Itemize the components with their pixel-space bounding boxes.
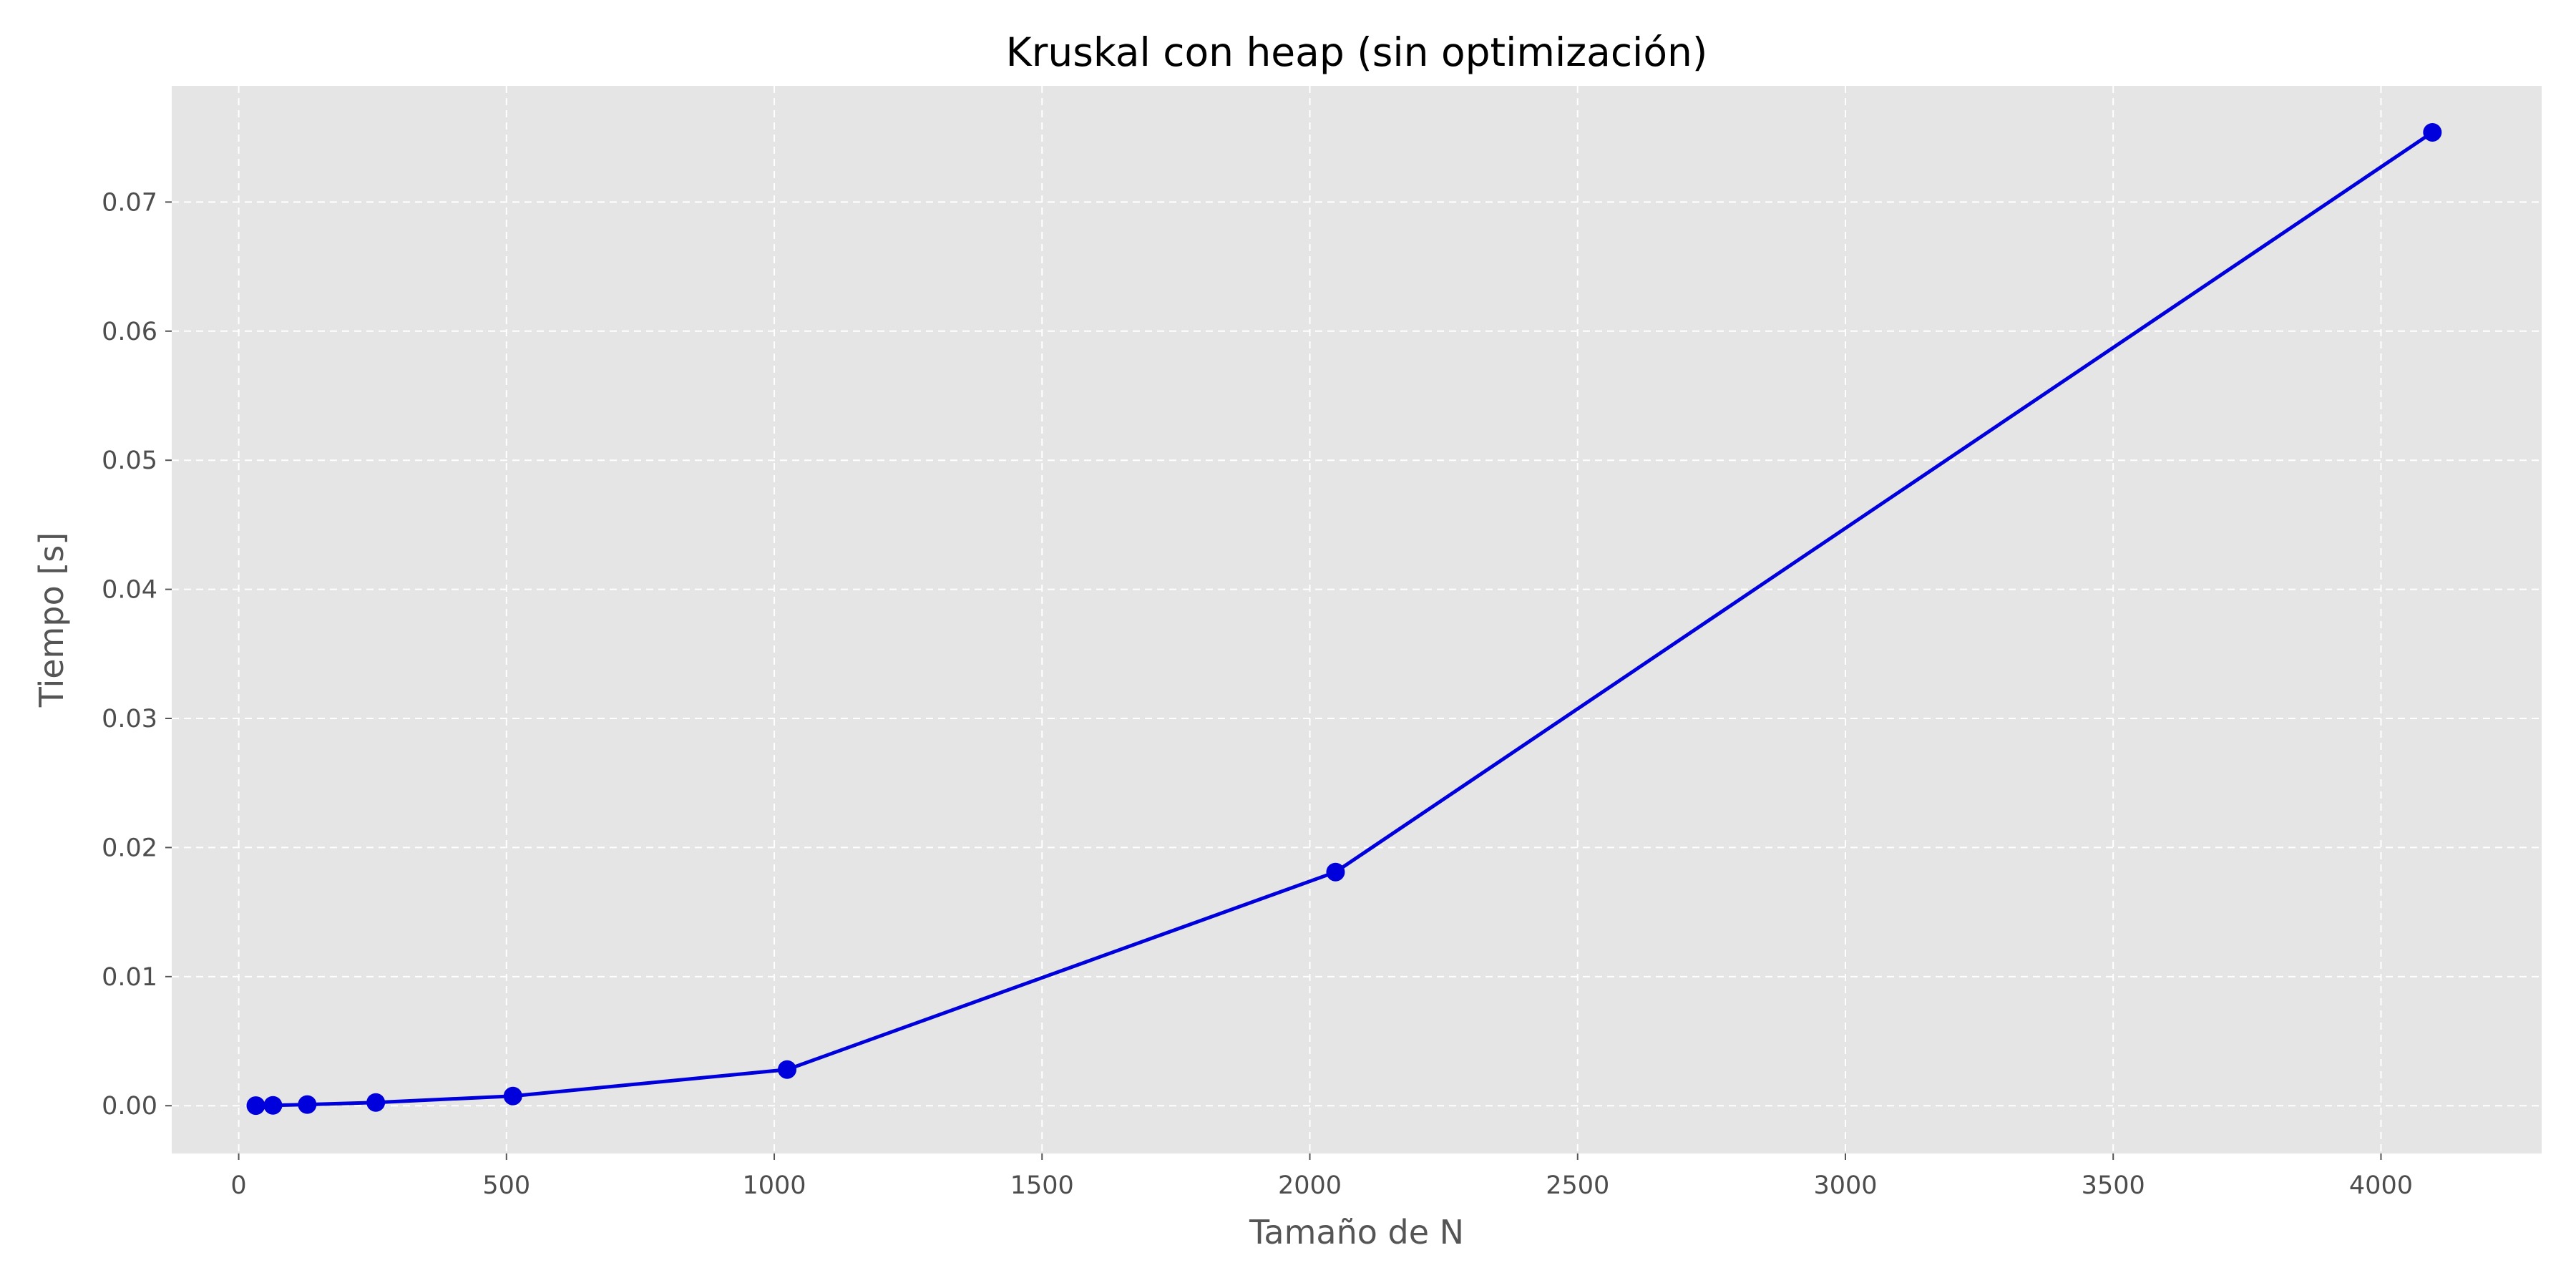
y-tick-label: 0.04	[102, 576, 157, 605]
grid-lines	[172, 86, 2542, 1153]
x-axis-ticks: 0 500 1000 1500 2000 2500 3000 3500 4000	[230, 1153, 2413, 1200]
y-tick-label: 0.01	[102, 963, 157, 992]
x-tick-label: 500	[482, 1171, 530, 1200]
y-tick-label: 0.05	[102, 447, 157, 475]
x-tick-label: 1000	[742, 1171, 806, 1200]
data-point	[246, 1096, 265, 1116]
y-tick-label: 0.00	[102, 1092, 157, 1121]
x-tick-label: 2000	[1278, 1171, 1342, 1200]
x-tick-label: 4000	[2349, 1171, 2413, 1200]
y-tick-label: 0.02	[102, 834, 157, 862]
plot-area	[172, 86, 2542, 1153]
x-tick-label: 3500	[2082, 1171, 2145, 1200]
data-point	[777, 1060, 796, 1079]
data-point	[1326, 862, 1345, 882]
data-point	[2423, 122, 2442, 142]
x-tick-label: 1500	[1010, 1171, 1074, 1200]
data-series	[246, 122, 2442, 1116]
chart-title: Kruskal con heap (sin optimización)	[1006, 29, 1708, 75]
y-axis-title: Tiempo [s]	[32, 532, 71, 708]
x-tick-label: 2500	[1546, 1171, 1609, 1200]
y-axis-ticks: 0.00 0.01 0.02 0.03 0.04 0.05 0.06 0.07	[102, 188, 172, 1121]
data-point	[298, 1095, 317, 1114]
x-tick-label: 0	[230, 1171, 246, 1200]
y-tick-label: 0.07	[102, 188, 157, 217]
x-tick-label: 3000	[1813, 1171, 1877, 1200]
data-point	[503, 1086, 522, 1106]
data-point	[366, 1093, 386, 1112]
x-axis-title: Tamaño de N	[1249, 1213, 1464, 1252]
y-tick-label: 0.06	[102, 318, 157, 346]
data-point	[263, 1096, 283, 1115]
y-tick-label: 0.03	[102, 705, 157, 733]
